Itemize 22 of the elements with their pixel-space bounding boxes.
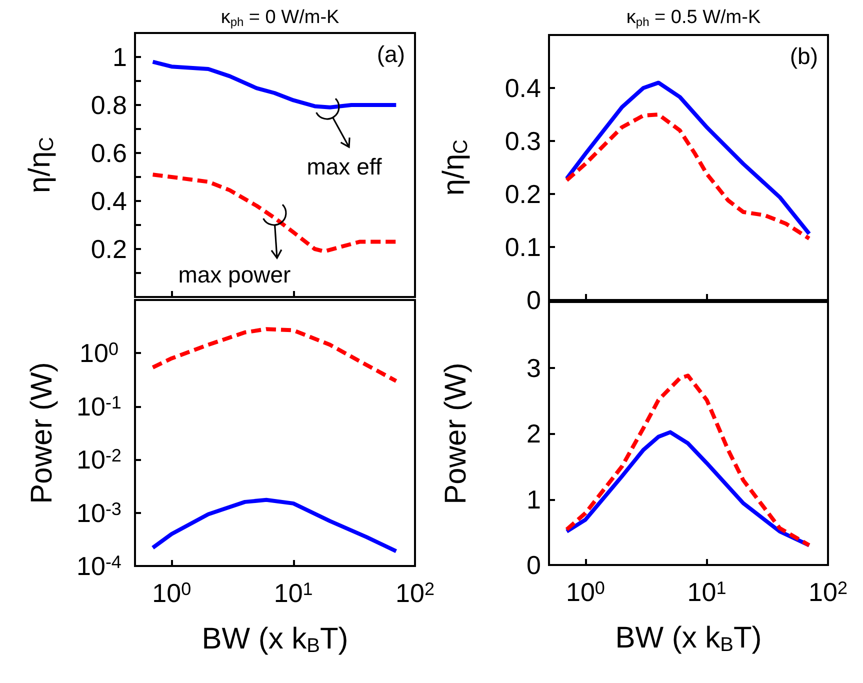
y-tick-label: 1 <box>112 42 127 72</box>
y-tick-label: 0 <box>526 285 541 315</box>
y-tick-label: 2 <box>526 418 541 448</box>
annotation: max eff <box>306 154 382 181</box>
y-tick-label: 0.6 <box>90 138 127 168</box>
annotation: (b) <box>790 43 818 70</box>
y-tick-label: 3 <box>526 352 541 383</box>
y-tick-label: 0 <box>526 550 541 580</box>
annotation: (a) <box>376 41 405 68</box>
y-axis-title: Power (W) <box>26 362 58 504</box>
y-axis-title: η/ηC <box>24 136 58 194</box>
y-axis-title: η/ηC <box>438 139 472 196</box>
y-axis-title: Power (W) <box>440 362 472 504</box>
y-tick-label: 1 <box>526 484 541 514</box>
y-tick-label: 0.3 <box>504 126 541 156</box>
y-tick-label: 0.2 <box>90 234 127 264</box>
y-tick-label: 0.4 <box>90 186 127 216</box>
y-tick-label: 0.1 <box>504 232 541 262</box>
y-tick-label: 0.8 <box>90 90 127 120</box>
y-tick-label: 0.2 <box>504 179 541 209</box>
y-tick-label: 0.4 <box>504 73 541 103</box>
annotation: max power <box>178 262 291 288</box>
